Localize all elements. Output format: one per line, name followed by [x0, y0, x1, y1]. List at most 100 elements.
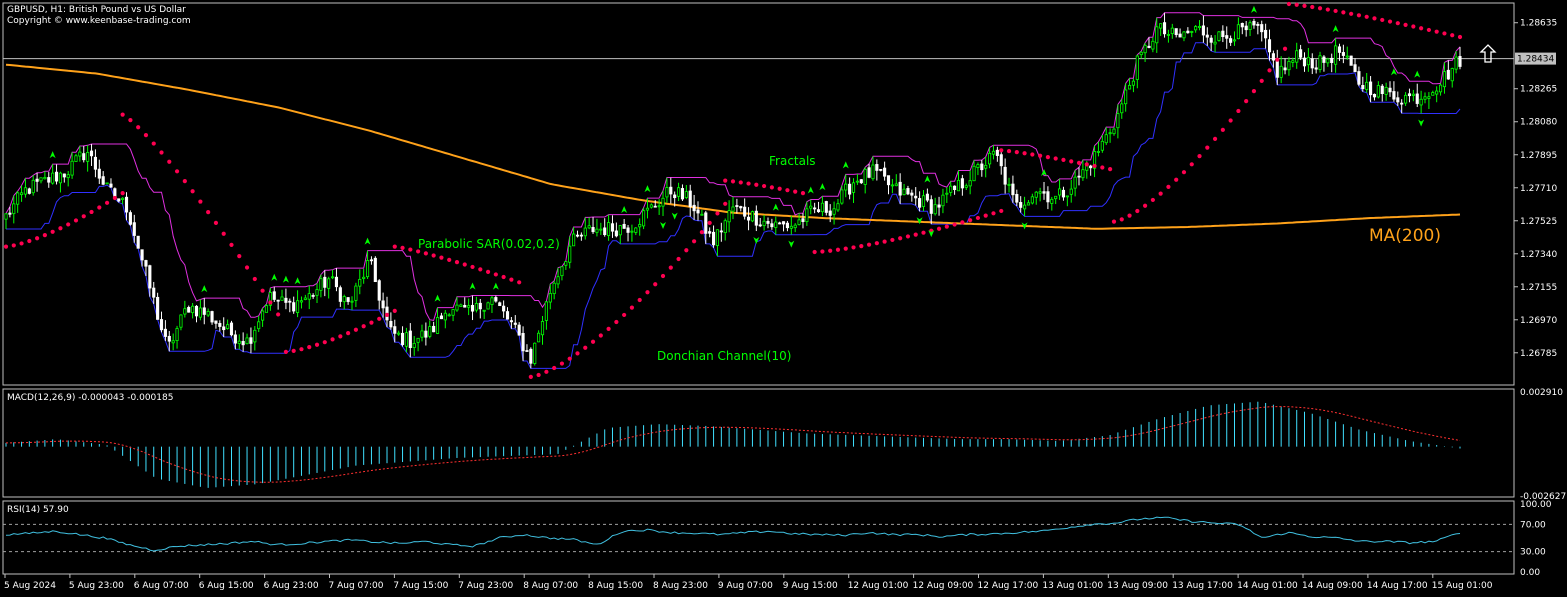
candle-body: [128, 212, 132, 225]
sar-dot: [299, 347, 304, 352]
fractal-up-marker: [807, 186, 814, 194]
candle-body: [358, 278, 362, 287]
y-tick-label: 1.27340: [1520, 250, 1557, 260]
candle-body: [8, 212, 12, 215]
candle-body: [1423, 96, 1427, 100]
fractal-up-marker: [924, 175, 931, 183]
sar-dot: [590, 339, 596, 344]
candle-body: [925, 193, 929, 201]
candle-body: [1194, 26, 1198, 31]
candle-body: [478, 302, 482, 310]
sar-dot: [1434, 29, 1439, 34]
candle-body: [680, 188, 685, 200]
candle-body: [1065, 195, 1069, 198]
fractal-up-marker: [492, 282, 499, 290]
candle-body: [1236, 24, 1240, 40]
fractal-up-marker: [1041, 168, 1048, 176]
sar-dot: [1310, 4, 1315, 10]
fractal-down-marker: [928, 230, 935, 238]
candle-body: [1326, 58, 1330, 64]
candle-body: [960, 178, 964, 189]
sar-dot: [27, 238, 32, 244]
x-tick-label: 9 Aug 15:00: [783, 581, 838, 591]
candle-body: [828, 210, 832, 216]
candle-body: [715, 229, 720, 246]
candle-body: [101, 176, 105, 185]
candle-body: [66, 174, 70, 179]
rsi-line: [5, 516, 1461, 552]
candle-body: [253, 329, 257, 343]
y-tick-label: 1.28265: [1520, 85, 1557, 95]
candle-body: [1306, 56, 1310, 66]
candle-body: [1108, 132, 1112, 135]
current-price-label: 1.28434: [1517, 55, 1554, 65]
sar-dot: [785, 188, 790, 193]
candle-body: [1166, 34, 1170, 36]
candle-body: [1407, 93, 1412, 97]
x-tick-label: 15 Aug 01:00: [1432, 581, 1493, 591]
donchian-upper-line: [5, 12, 1461, 321]
candle-body: [1205, 34, 1209, 38]
sar-dot: [968, 218, 973, 223]
sar-dot: [793, 189, 798, 194]
sar-dot: [835, 247, 841, 252]
sar-dot: [1356, 13, 1362, 18]
candle-body: [657, 205, 661, 208]
candle-body: [1104, 134, 1108, 144]
sar-dot: [1076, 160, 1082, 165]
sar-dot: [614, 319, 619, 325]
sar-dot: [1038, 153, 1043, 158]
candle-body: [1244, 25, 1248, 31]
sar-dot: [1228, 118, 1233, 123]
chart-title: GBPUSD, H1: British Pound vs US Dollar: [7, 5, 186, 15]
candle-body: [785, 222, 789, 229]
candle-body: [610, 223, 615, 232]
fractal-down-marker: [788, 240, 795, 248]
donchian-lower-line: [6, 42, 1461, 369]
candle-body: [1073, 176, 1077, 189]
candle-body: [832, 208, 836, 215]
x-tick-label: 14 Aug 01:00: [1237, 581, 1298, 591]
sar-dot: [1084, 162, 1089, 167]
candle-body: [117, 198, 121, 202]
candle-body: [1357, 71, 1361, 85]
sar-dot: [501, 274, 506, 280]
candle-body: [1252, 20, 1256, 26]
candle-body: [319, 278, 323, 291]
candle-body: [999, 154, 1003, 167]
candle-body: [945, 192, 949, 195]
sar-dot: [1341, 10, 1346, 15]
copyright-text: Copyright © www.keenbase-trading.com: [7, 16, 191, 26]
candle-body: [229, 322, 234, 336]
candle-body: [964, 185, 968, 188]
candle-body: [673, 194, 677, 199]
sar-dot: [1457, 34, 1463, 40]
sar-dot: [999, 208, 1004, 214]
candle-body: [1446, 69, 1450, 80]
candle-body: [556, 276, 560, 285]
candle-body: [167, 335, 171, 342]
y-tick-label: 1.28635: [1520, 19, 1557, 29]
candle-body: [614, 230, 618, 237]
sar-dot: [1325, 7, 1330, 12]
candle-body: [1415, 93, 1419, 104]
x-tick-label: 12 Aug 17:00: [978, 581, 1039, 591]
candle-body: [1100, 140, 1104, 151]
candle-body: [735, 205, 739, 207]
candle-body: [941, 194, 945, 207]
sar-dot: [73, 218, 79, 223]
sar-dot: [1205, 145, 1210, 150]
sar-dot: [1419, 26, 1424, 31]
candle-body: [1069, 188, 1073, 195]
candle-body: [797, 219, 801, 225]
candle-body: [696, 209, 700, 214]
candle-body: [373, 257, 377, 283]
fractal-down-marker: [671, 212, 678, 220]
candle-body: [688, 190, 692, 207]
sar-dot: [338, 334, 343, 339]
sar-dot: [676, 256, 681, 262]
candle-body: [424, 330, 428, 338]
sar-dot: [723, 178, 728, 183]
sar-dot: [143, 133, 149, 138]
